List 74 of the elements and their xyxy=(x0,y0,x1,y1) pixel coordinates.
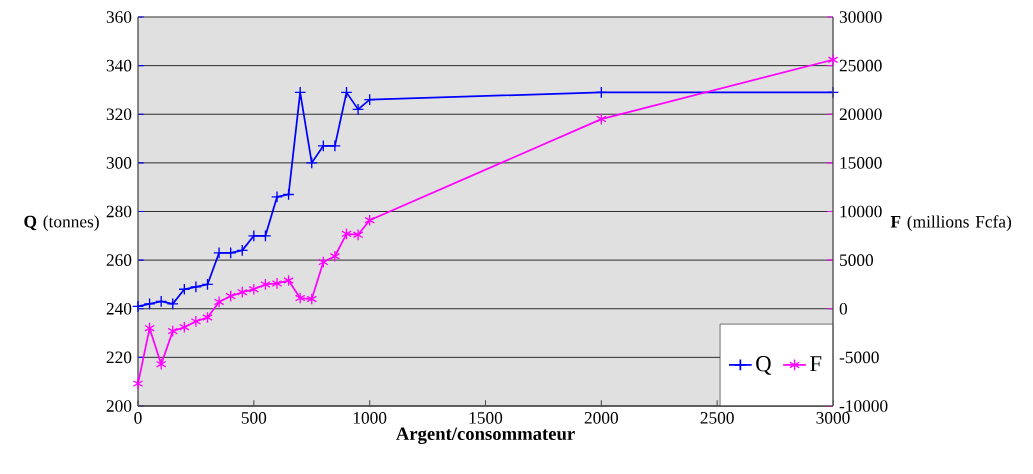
point xyxy=(144,322,155,335)
point xyxy=(340,86,353,99)
point xyxy=(306,293,318,306)
point xyxy=(166,297,179,310)
y2-axis-title: F (millions Fcfa) xyxy=(890,215,1012,232)
y2-tick-label: 20000 xyxy=(839,108,882,121)
y2-tick-label: 5000 xyxy=(840,254,874,266)
point xyxy=(294,292,306,305)
y-tick-label: 300 xyxy=(106,157,132,169)
x-tick-label: 3000 xyxy=(816,412,850,424)
point xyxy=(155,358,167,371)
point xyxy=(225,290,236,303)
point xyxy=(167,325,179,338)
point xyxy=(260,278,271,291)
y-tick-label: 260 xyxy=(106,254,132,266)
y2-tick-label: 30000 xyxy=(839,11,882,23)
point xyxy=(271,190,284,203)
point xyxy=(364,214,375,227)
y-tick-label: 280 xyxy=(106,205,132,218)
point xyxy=(189,280,202,293)
x-tick-label: 2500 xyxy=(700,412,734,424)
x-axis-title: Argent/consommateur xyxy=(396,427,575,444)
point xyxy=(224,246,237,259)
point xyxy=(341,227,352,240)
point xyxy=(179,321,190,334)
x-tick-label: 1000 xyxy=(353,412,387,424)
y-tick-label: 240 xyxy=(106,302,132,315)
point xyxy=(363,93,376,106)
y-tick-label: 320 xyxy=(106,108,132,121)
point xyxy=(213,295,225,308)
point xyxy=(247,229,260,242)
x-tick-label: 0 xyxy=(134,412,142,424)
point xyxy=(329,250,341,263)
y-axis-title: Q (tonnes) xyxy=(24,215,99,232)
y-tick-label: 360 xyxy=(106,11,132,23)
point xyxy=(190,315,202,328)
y2-tick-label: 10000 xyxy=(840,205,882,218)
point xyxy=(317,139,330,152)
y2-tick-label: 15000 xyxy=(840,157,882,169)
point xyxy=(352,228,364,241)
point xyxy=(202,311,213,324)
point xyxy=(213,246,226,259)
point xyxy=(236,244,249,257)
point xyxy=(305,156,318,169)
y2-tick-label: -10000 xyxy=(839,400,888,412)
legend-label: F xyxy=(810,356,822,372)
point xyxy=(259,229,272,242)
legend-label: Q xyxy=(756,356,772,375)
point xyxy=(328,139,341,152)
y-tick-label: 220 xyxy=(106,351,132,364)
point xyxy=(283,274,294,287)
y2-tick-label: 25000 xyxy=(839,59,882,72)
point xyxy=(143,297,156,310)
point xyxy=(201,278,214,291)
x-tick-label: 1500 xyxy=(469,412,503,424)
x-tick-label: 2000 xyxy=(584,412,619,424)
point xyxy=(155,295,168,308)
y2-tick-label: 0 xyxy=(839,302,848,315)
point xyxy=(282,188,295,201)
point xyxy=(595,86,608,99)
point xyxy=(596,113,607,126)
y2-tick-label: -5000 xyxy=(839,351,879,364)
point xyxy=(132,377,144,390)
point xyxy=(248,283,260,296)
point xyxy=(271,277,283,290)
point xyxy=(236,286,248,299)
point xyxy=(352,103,365,116)
point xyxy=(132,300,145,313)
y-tick-label: 340 xyxy=(106,59,132,72)
point xyxy=(178,283,191,296)
x-tick-label: 500 xyxy=(241,412,267,424)
point xyxy=(827,53,839,66)
point xyxy=(318,256,329,269)
y-tick-label: 200 xyxy=(106,400,132,412)
